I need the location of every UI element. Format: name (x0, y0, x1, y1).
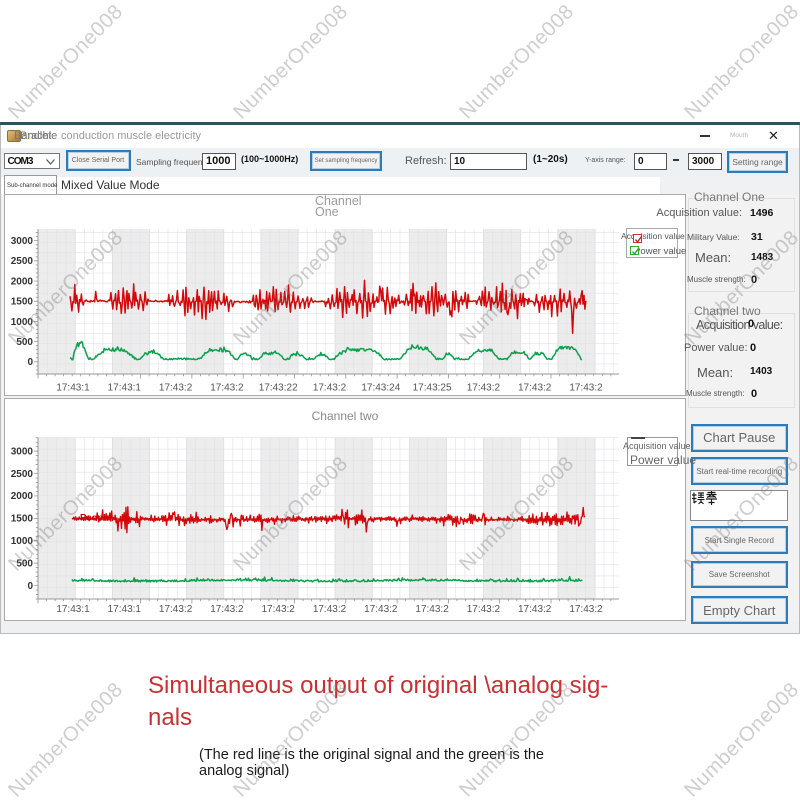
svg-text:17:43:2: 17:43:2 (569, 383, 603, 394)
svg-text:0: 0 (27, 357, 33, 368)
svg-text:17:43:2: 17:43:2 (210, 604, 244, 615)
svg-text:17:43:2: 17:43:2 (467, 383, 501, 394)
svg-text:17:43:1: 17:43:1 (108, 383, 142, 394)
svg-text:1500: 1500 (11, 297, 34, 308)
svg-text:17:43:2: 17:43:2 (467, 604, 501, 615)
svg-text:17:43:2: 17:43:2 (518, 383, 552, 394)
svg-text:2500: 2500 (11, 256, 34, 267)
svg-text:17:43:2: 17:43:2 (364, 604, 398, 615)
svg-text:17:43:2: 17:43:2 (313, 604, 347, 615)
svg-text:17:43:1: 17:43:1 (56, 604, 90, 615)
svg-text:17:43:2: 17:43:2 (313, 383, 347, 394)
svg-text:17:43:2: 17:43:2 (159, 604, 193, 615)
svg-text:17:43:2: 17:43:2 (159, 383, 193, 394)
svg-text:17:43:24: 17:43:24 (361, 383, 400, 394)
svg-text:17:43:25: 17:43:25 (413, 383, 452, 394)
svg-text:17:43:2: 17:43:2 (210, 383, 244, 394)
svg-text:1000: 1000 (11, 536, 34, 547)
svg-text:17:43:2: 17:43:2 (262, 604, 296, 615)
svg-text:3000: 3000 (11, 236, 34, 247)
svg-text:500: 500 (16, 337, 33, 348)
svg-text:0: 0 (27, 581, 33, 592)
svg-text:17:43:1: 17:43:1 (56, 383, 90, 394)
svg-text:1500: 1500 (11, 514, 34, 525)
svg-text:2000: 2000 (11, 491, 34, 502)
svg-text:17:43:1: 17:43:1 (108, 604, 142, 615)
svg-text:2000: 2000 (11, 276, 34, 287)
svg-text:17:43:2: 17:43:2 (415, 604, 449, 615)
svg-text:17:43:22: 17:43:22 (259, 383, 298, 394)
svg-text:1000: 1000 (11, 317, 34, 328)
svg-text:17:43:2: 17:43:2 (569, 604, 603, 615)
svg-text:17:43:2: 17:43:2 (518, 604, 552, 615)
svg-text:500: 500 (16, 558, 33, 569)
svg-text:2500: 2500 (11, 469, 34, 480)
svg-text:3000: 3000 (11, 446, 34, 457)
svg-text:People: People (80, 513, 111, 524)
